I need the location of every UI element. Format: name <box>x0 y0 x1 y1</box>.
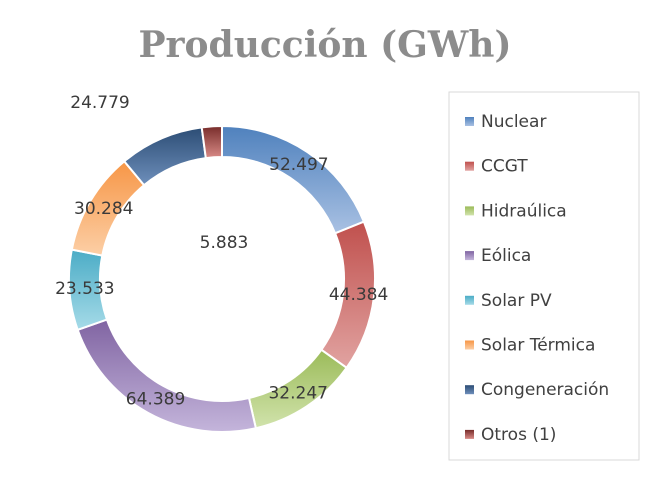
data-labels: 52.497 44.384 32.247 64.389 23.533 30.284 24.7… <box>55 93 388 409</box>
legend-label-ccgt: CCGT <box>481 157 528 177</box>
legend-swatch-otros-1 <box>465 429 474 439</box>
legend-label-congeneracion: Congeneración <box>481 380 609 400</box>
legend-label-otros-1: Otros (1) <box>481 425 556 445</box>
legend-swatch-ccgt <box>465 161 474 171</box>
legend-swatch-solar-pv <box>465 295 474 305</box>
data-label-solar-pv: 23.533 <box>55 279 114 299</box>
slice-otros-1 <box>200 124 223 160</box>
legend-swatch-eolica <box>465 251 474 261</box>
legend-label-solar-pv: Solar PV <box>481 291 552 311</box>
slice-congeneracion <box>122 126 207 187</box>
data-label-ccgt: 44.384 <box>329 285 388 305</box>
data-label-congeneracion: 24.779 <box>70 93 129 113</box>
data-label-solar-termica: 30.284 <box>74 199 133 219</box>
legend-label-hidraulica: Hidraúlica <box>481 201 567 221</box>
data-label-eolica: 64.389 <box>126 389 185 409</box>
legend-swatch-hidraulica <box>465 206 474 216</box>
doughnut-slices <box>68 124 376 433</box>
slice-eolica <box>76 318 258 433</box>
legend-swatch-nuclear <box>465 117 474 126</box>
legend-swatch-congeneracion <box>465 385 474 395</box>
data-label-otros-1: 5.883 <box>200 233 249 253</box>
legend-box <box>448 91 640 461</box>
data-label-hidraulica: 32.247 <box>268 383 327 403</box>
legend-swatch-solar-termica <box>465 340 474 350</box>
slice-nuclear <box>221 124 366 235</box>
legend-label-eolica: Eólica <box>481 246 531 266</box>
legend: Nuclear CCGT Hidraúlica Eólica Solar PV Solar… <box>465 112 609 445</box>
data-label-nuclear: 52.497 <box>269 155 328 175</box>
legend-label-solar-termica: Solar Térmica <box>481 336 595 356</box>
chart-title: Producción (GWh) <box>138 24 511 66</box>
legend-label-nuclear: Nuclear <box>481 112 546 132</box>
